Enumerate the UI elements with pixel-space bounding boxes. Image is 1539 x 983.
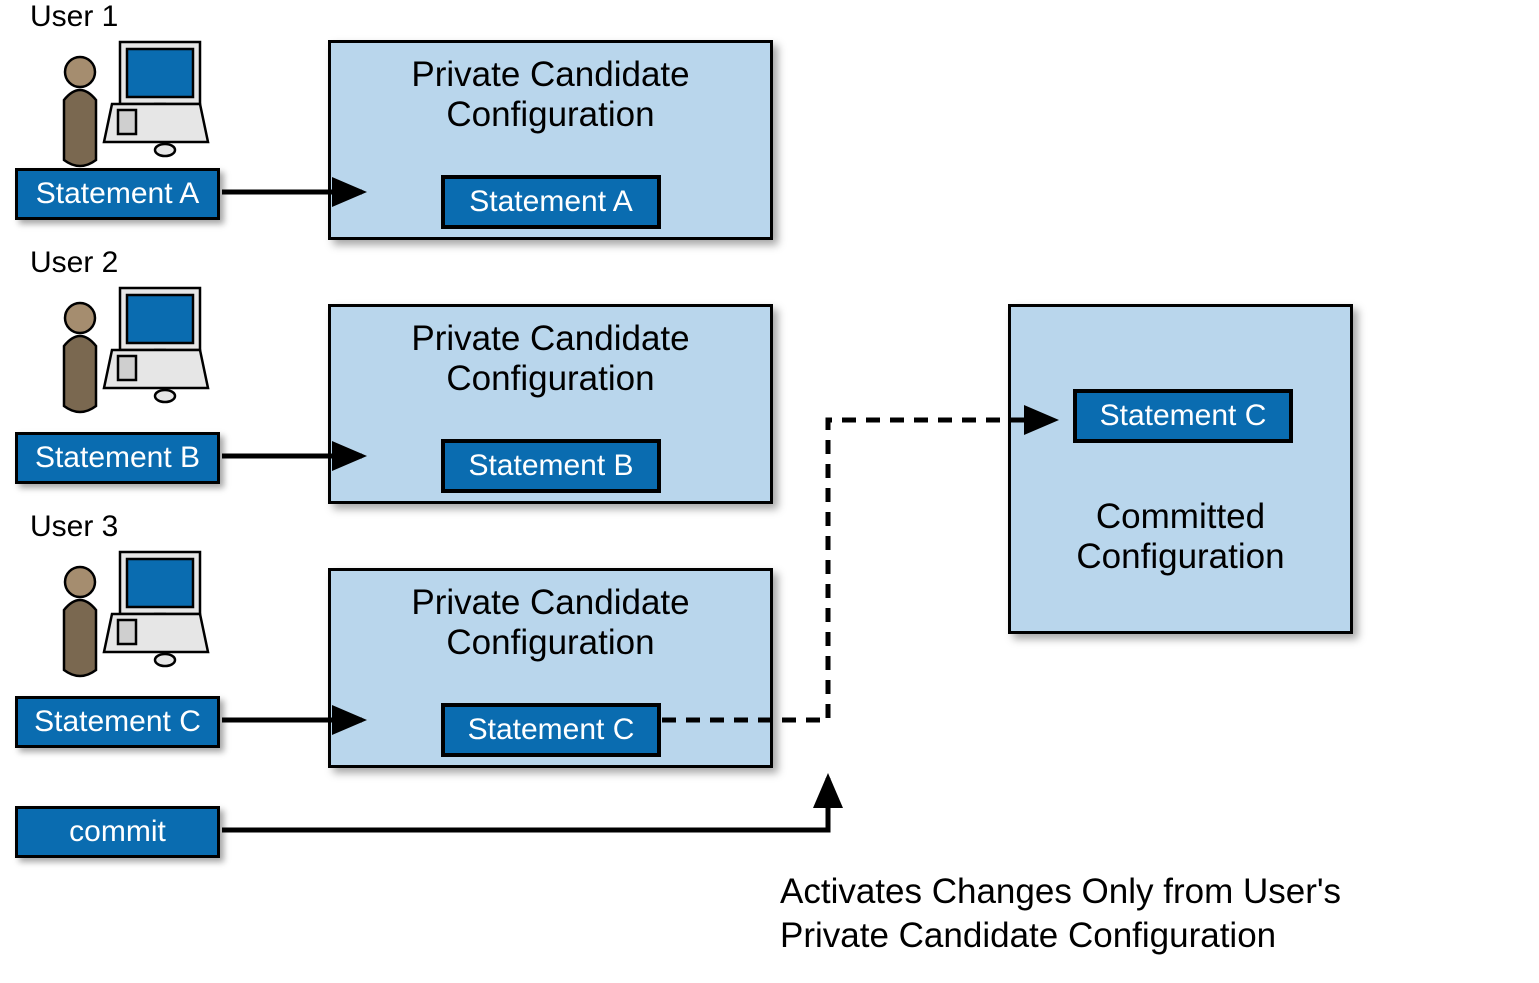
committed-title-line: Committed [1096,497,1265,536]
candidate-title-line: Private Candidate [411,319,689,358]
candidate-title-line: Private Candidate [411,55,689,94]
candidate-title-line: Configuration [446,623,654,662]
committed-statement-box: Statement C [1073,389,1293,443]
user-label: User 1 [30,0,118,34]
private-candidate-box: Private Candidate Configuration Statemen… [328,568,773,768]
committed-config-box: Statement C Committed Configuration [1008,304,1353,634]
inner-statement-box: Statement B [441,439,661,493]
diagram-canvas: User 1 User 2 User 3 Statement A Stateme… [0,0,1539,983]
statement-box: Statement B [15,432,220,484]
statement-box: Statement C [15,696,220,748]
caption-line: Activates Changes Only from User's [780,872,1341,911]
user-label: User 2 [30,246,118,280]
inner-statement-box: Statement A [441,175,661,229]
inner-statement-box: Statement C [441,703,661,757]
committed-title: Committed Configuration [1011,497,1350,578]
candidate-title-line: Private Candidate [411,583,689,622]
committed-title-line: Configuration [1076,537,1284,576]
commit-box: commit [15,806,220,858]
caption-line: Private Candidate Configuration [780,916,1276,955]
candidate-title-line: Configuration [446,359,654,398]
candidate-title-line: Configuration [446,95,654,134]
user-workstation-icon [30,32,210,172]
user-label: User 3 [30,510,118,544]
private-candidate-box: Private Candidate Configuration Statemen… [328,40,773,240]
candidate-title: Private Candidate Configuration [331,583,770,664]
user-workstation-icon [30,542,210,682]
candidate-title: Private Candidate Configuration [331,319,770,400]
caption-text: Activates Changes Only from User's Priva… [780,870,1341,958]
user-workstation-icon [30,278,210,418]
private-candidate-box: Private Candidate Configuration Statemen… [328,304,773,504]
candidate-title: Private Candidate Configuration [331,55,770,136]
statement-box: Statement A [15,168,220,220]
